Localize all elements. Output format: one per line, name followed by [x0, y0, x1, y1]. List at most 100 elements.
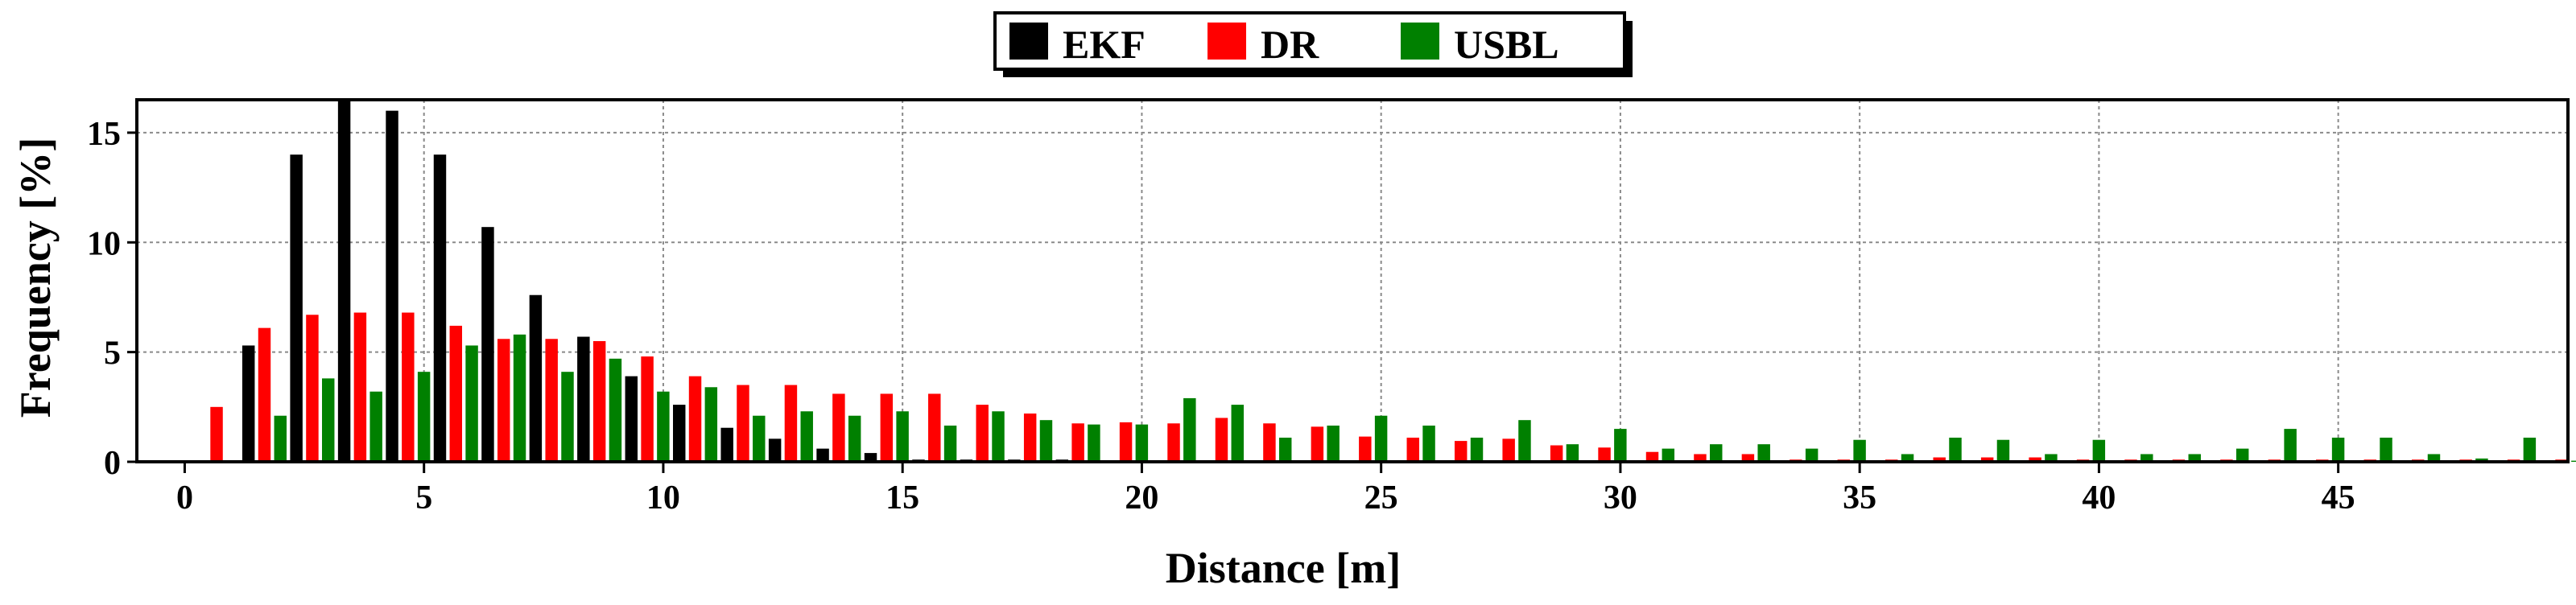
- bar-usbl: [657, 391, 670, 462]
- bar-dr: [737, 385, 749, 462]
- bar-dr: [880, 393, 894, 462]
- bar-dr: [1071, 423, 1084, 462]
- bar-usbl: [513, 334, 526, 462]
- bar-usbl: [1327, 426, 1340, 462]
- bar-usbl: [2140, 454, 2153, 462]
- x-tick-label: 25: [1364, 479, 1398, 517]
- bar-ekf: [864, 453, 877, 462]
- bar-usbl: [369, 391, 382, 462]
- bar-usbl: [609, 358, 622, 462]
- bar-ekf: [768, 438, 782, 462]
- bar-usbl: [1374, 415, 1388, 462]
- x-tick-label: 10: [646, 479, 680, 517]
- bar-usbl: [1470, 438, 1484, 462]
- bar-dr: [1311, 426, 1324, 462]
- x-tick-label: 30: [1604, 479, 1637, 517]
- bar-usbl: [1949, 438, 1962, 462]
- ticks: 0 5 10 15 20 25 30 35 40 45 0 5 10 15: [87, 116, 2355, 517]
- bar-dr: [928, 393, 941, 462]
- bars: [194, 100, 2576, 463]
- bar-ekf: [816, 448, 829, 462]
- bar-ekf: [290, 154, 303, 462]
- bar-dr: [1550, 445, 1563, 462]
- bar-usbl: [2475, 458, 2488, 462]
- legend-swatch-ekf: [1009, 23, 1048, 60]
- x-tick-label: 45: [2322, 479, 2355, 517]
- bar-usbl: [1566, 444, 1579, 462]
- bar-dr: [1119, 422, 1133, 462]
- bar-dr: [1215, 418, 1228, 462]
- bar-dr: [1645, 451, 1659, 462]
- bar-dr: [545, 339, 558, 462]
- bar-usbl: [1662, 448, 1675, 462]
- bar-usbl: [1088, 424, 1100, 462]
- bar-dr: [784, 385, 798, 462]
- bar-dr: [1933, 457, 1946, 462]
- bar-usbl: [1183, 397, 1196, 462]
- bar-usbl: [2188, 454, 2201, 462]
- bar-dr: [1023, 414, 1037, 462]
- bar-usbl: [800, 411, 813, 462]
- x-tick-label: 35: [1843, 479, 1876, 517]
- bar-usbl: [1805, 448, 1818, 462]
- legend-label-dr: DR: [1261, 22, 1319, 67]
- x-axis-title: Distance [m]: [1166, 544, 1401, 592]
- legend-frame: [993, 11, 1626, 71]
- bar-dr: [210, 406, 223, 462]
- x-tick-label: 5: [415, 479, 432, 517]
- bar-usbl: [561, 372, 574, 462]
- bar-usbl: [1614, 429, 1627, 462]
- bar-dr: [1167, 423, 1180, 462]
- bar-usbl: [753, 415, 766, 462]
- bar-dr: [306, 315, 319, 462]
- x-tick-label: 0: [176, 479, 193, 517]
- bar-dr: [641, 356, 654, 462]
- bar-dr: [976, 405, 989, 462]
- y-tick-label: 10: [87, 225, 121, 262]
- legend-label-usbl: USBL: [1454, 22, 1559, 67]
- bar-usbl: [848, 415, 861, 462]
- bar-usbl: [2045, 454, 2058, 462]
- bar-ekf: [242, 345, 255, 462]
- bar-dr: [1502, 438, 1515, 462]
- legend-swatch-dr: [1208, 23, 1246, 60]
- bar-usbl: [1757, 444, 1770, 462]
- bar-usbl: [274, 415, 287, 462]
- bar-dr: [688, 376, 702, 462]
- x-tick-label: 40: [2082, 479, 2116, 517]
- y-tick-label: 5: [104, 335, 121, 372]
- bar-usbl: [322, 378, 335, 462]
- bar-usbl: [1278, 438, 1292, 462]
- bar-usbl: [2235, 448, 2249, 462]
- bar-usbl: [2284, 429, 2297, 462]
- bar-usbl: [465, 345, 478, 462]
- bar-usbl: [1710, 444, 1723, 462]
- bar-usbl: [2092, 439, 2106, 462]
- bar-dr: [497, 339, 510, 462]
- bar-ekf: [386, 110, 398, 463]
- bar-usbl: [1518, 420, 1531, 462]
- bar-usbl: [2427, 454, 2441, 462]
- bar-usbl: [1996, 439, 2010, 462]
- bar-usbl: [417, 372, 431, 462]
- bar-usbl: [1231, 405, 1244, 462]
- bar-ekf: [529, 294, 543, 462]
- bar-dr: [1598, 447, 1611, 462]
- bar-ekf: [673, 405, 686, 462]
- bar-usbl: [992, 411, 1005, 462]
- plot-frame: [135, 98, 2570, 463]
- bar-ekf: [625, 376, 638, 462]
- y-tick-label: 0: [104, 445, 121, 482]
- bar-ekf: [720, 427, 733, 462]
- bar-usbl: [1135, 424, 1149, 462]
- bar-ekf: [577, 336, 590, 462]
- x-tick-label: 20: [1125, 479, 1158, 517]
- bar-ekf: [337, 100, 351, 462]
- bar-ekf: [433, 154, 447, 462]
- bar-dr: [258, 327, 271, 462]
- bar-dr: [592, 341, 606, 462]
- bar-usbl: [1039, 420, 1053, 462]
- legend: EKF DR USBL: [993, 11, 1633, 77]
- bar-usbl: [1422, 426, 1435, 462]
